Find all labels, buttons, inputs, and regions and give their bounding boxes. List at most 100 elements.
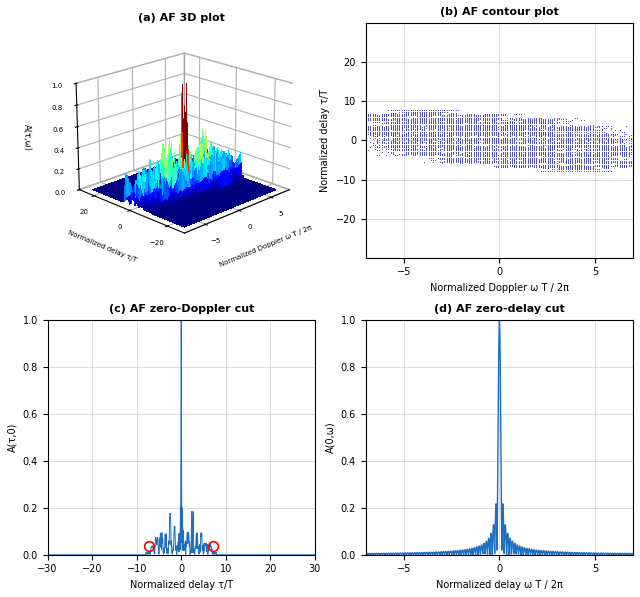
Point (392, 140, 403, 149)
Point (558, 140, 568, 149)
Point (619, 148, 629, 158)
Point (500, 139, 510, 148)
Point (596, 162, 607, 172)
Point (421, 134, 431, 143)
Point (549, 156, 559, 166)
Point (525, 131, 535, 141)
Point (430, 137, 440, 147)
Point (439, 128, 449, 137)
Point (540, 161, 550, 171)
Point (442, 134, 452, 143)
Point (476, 142, 486, 152)
Point (365, 130, 376, 140)
Point (417, 136, 427, 146)
Point (596, 146, 607, 155)
Point (430, 106, 440, 115)
Point (538, 161, 548, 171)
Point (468, 153, 479, 162)
Point (565, 146, 575, 155)
Point (574, 122, 584, 132)
Point (500, 162, 510, 172)
Point (401, 113, 412, 122)
Point (504, 119, 515, 128)
Point (426, 107, 436, 116)
Point (621, 162, 632, 172)
Point (580, 124, 591, 133)
Point (574, 125, 584, 134)
Point (390, 113, 400, 122)
Point (406, 129, 416, 139)
Point (430, 107, 440, 116)
Point (527, 115, 537, 125)
Point (482, 119, 492, 128)
Point (527, 161, 537, 171)
Point (595, 139, 605, 148)
Point (547, 162, 557, 172)
Point (502, 119, 513, 128)
Point (376, 129, 387, 139)
Point (498, 135, 508, 144)
Point (457, 121, 467, 131)
Point (424, 125, 434, 134)
Point (513, 124, 524, 133)
Point (480, 130, 490, 140)
Point (529, 115, 540, 125)
Point (540, 124, 550, 133)
Point (529, 149, 540, 159)
Point (489, 155, 499, 165)
Point (549, 140, 559, 149)
Point (480, 146, 490, 155)
Point (513, 161, 524, 171)
Point (567, 124, 577, 133)
Point (461, 146, 472, 155)
Point (595, 158, 605, 167)
Point (549, 120, 559, 130)
Point (482, 124, 492, 133)
Point (509, 127, 519, 136)
Point (444, 129, 454, 139)
Point (466, 121, 476, 131)
Point (518, 131, 528, 141)
Point (446, 127, 456, 136)
Point (601, 158, 611, 167)
Point (455, 153, 465, 162)
Point (527, 158, 537, 167)
Point (543, 161, 553, 171)
Point (408, 107, 418, 116)
Point (394, 144, 404, 154)
Point (452, 121, 463, 131)
Point (437, 118, 447, 127)
Point (529, 156, 540, 166)
Point (552, 166, 562, 176)
Point (415, 119, 425, 128)
Point (385, 129, 396, 139)
Point (484, 119, 495, 128)
Point (570, 126, 580, 136)
Point (410, 146, 420, 155)
Point (410, 136, 420, 146)
Point (554, 158, 564, 167)
Point (500, 137, 510, 147)
Point (466, 143, 476, 153)
Point (579, 121, 589, 131)
Point (498, 115, 508, 125)
Point (518, 120, 528, 130)
Point (417, 110, 427, 120)
Point (552, 115, 562, 125)
Point (430, 113, 440, 122)
Point (448, 110, 458, 120)
Point (394, 106, 404, 115)
Point (502, 161, 513, 171)
Point (614, 134, 625, 143)
Point (408, 114, 418, 124)
Point (491, 121, 501, 131)
Point (428, 118, 438, 127)
Point (433, 142, 443, 152)
Point (574, 142, 584, 152)
Point (452, 143, 463, 153)
Y-axis label: A(τ,0): A(τ,0) (7, 423, 17, 453)
Point (504, 137, 515, 147)
Point (518, 137, 528, 147)
Point (403, 139, 413, 148)
Point (466, 128, 476, 137)
